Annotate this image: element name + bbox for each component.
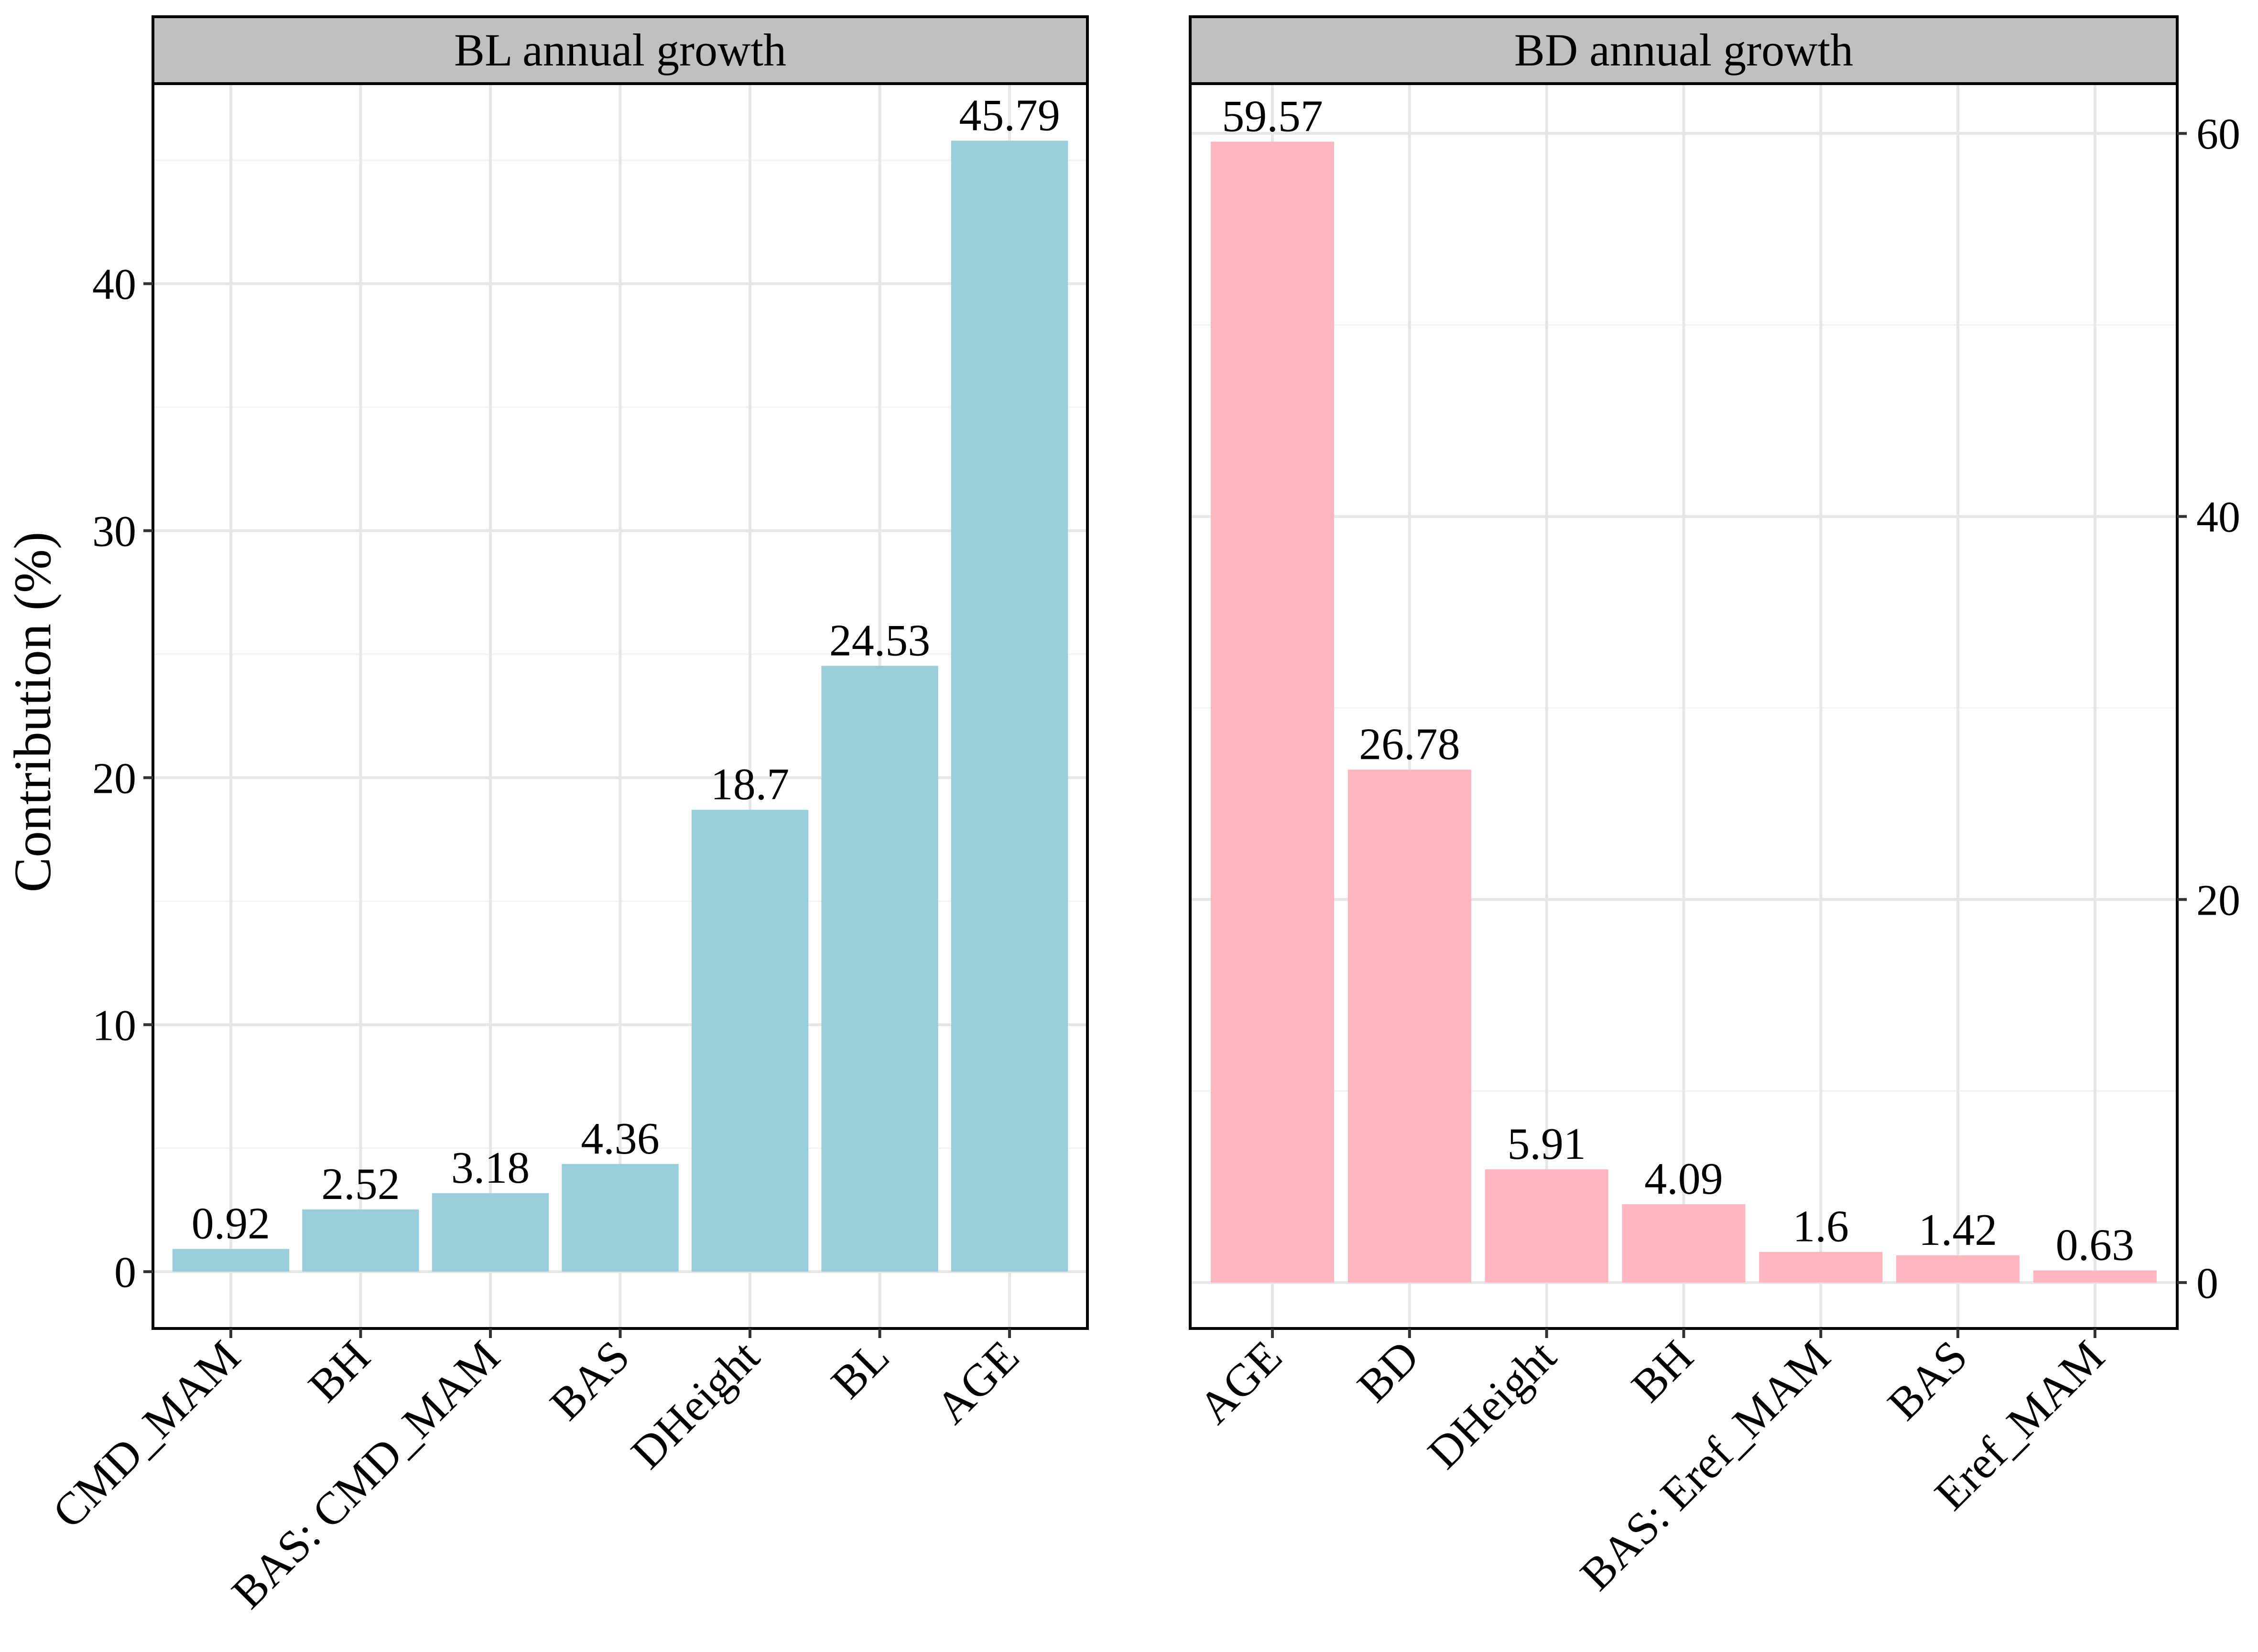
bar-7: [2033, 1270, 2157, 1283]
data-label: 3.18: [451, 1143, 530, 1193]
data-label: 59.57: [1222, 91, 1323, 141]
y-tick-label: 0: [114, 1248, 136, 1296]
bar-4: [562, 1164, 679, 1272]
x-tick-label: AGE: [926, 1330, 1029, 1433]
data-label: 0.63: [2056, 1220, 2135, 1270]
y-tick-label: 40: [92, 260, 136, 309]
x-tick-label: BD: [1347, 1330, 1429, 1412]
y-tick-label: 30: [92, 507, 136, 556]
y-tick-label: 20: [92, 754, 136, 802]
y-tick-label: 40: [2196, 493, 2240, 541]
data-label: 24.53: [829, 615, 931, 665]
x-tick-label: BAS: [1878, 1330, 1977, 1430]
y-tick-label: 0: [2196, 1259, 2218, 1307]
data-label: 45.79: [959, 90, 1060, 140]
x-tick-label: AGE: [1189, 1330, 1292, 1433]
x-tick-label: CMD_MAM: [43, 1330, 250, 1538]
y-axis-title: Contribution (%): [3, 532, 62, 893]
bar-3: [1485, 1169, 1608, 1283]
y-tick-label: 60: [2196, 109, 2240, 158]
data-label: 2.52: [321, 1159, 400, 1209]
data-label: 5.91: [1507, 1119, 1586, 1169]
data-label: 1.42: [1919, 1205, 1997, 1255]
panel-title: BL annual growth: [454, 24, 786, 76]
x-tick-label: DHeight: [1418, 1330, 1566, 1479]
data-label: 1.6: [1793, 1202, 1849, 1252]
y-tick-label: 10: [92, 1001, 136, 1049]
panel-2: 59.57 26.78 5.91 4.09 1.6 1.42 0.63 BD annual g…: [1189, 15, 2240, 1600]
bar-1: [172, 1249, 290, 1272]
data-label: 4.09: [1644, 1154, 1723, 1204]
x-tick-label: BH: [1621, 1330, 1703, 1412]
bar-2: [1347, 769, 1471, 1283]
data-label: 4.36: [581, 1114, 660, 1164]
y-tick-label: 20: [2196, 875, 2240, 924]
x-tick-label: BL: [821, 1330, 899, 1408]
bar-7: [951, 140, 1068, 1272]
bar-4: [1622, 1204, 1746, 1283]
x-tick-label: DHeight: [621, 1330, 769, 1479]
strip-background: [1189, 15, 2179, 85]
bar-6: [821, 666, 938, 1272]
strip-background: [152, 15, 1089, 85]
bar-5: [691, 810, 809, 1272]
bar-6: [1896, 1255, 2020, 1283]
bar-3: [432, 1193, 549, 1272]
data-label: 0.92: [192, 1199, 271, 1249]
bar-5: [1759, 1252, 1883, 1283]
panel-1: 0.92 2.52 3.18 4.36 18.7 24.53 45.79 BL annual …: [43, 15, 1089, 1618]
panel-title: BD annual growth: [1514, 24, 1853, 76]
data-label: 18.7: [711, 760, 790, 810]
x-tick-label: BH: [298, 1330, 380, 1412]
bar-1: [1211, 141, 1335, 1283]
x-tick-label: BAS: Eref_MAM: [1570, 1330, 1840, 1600]
x-tick-label: BAS: [540, 1330, 640, 1430]
data-label: 26.78: [1359, 720, 1460, 769]
bar-2: [302, 1209, 419, 1272]
